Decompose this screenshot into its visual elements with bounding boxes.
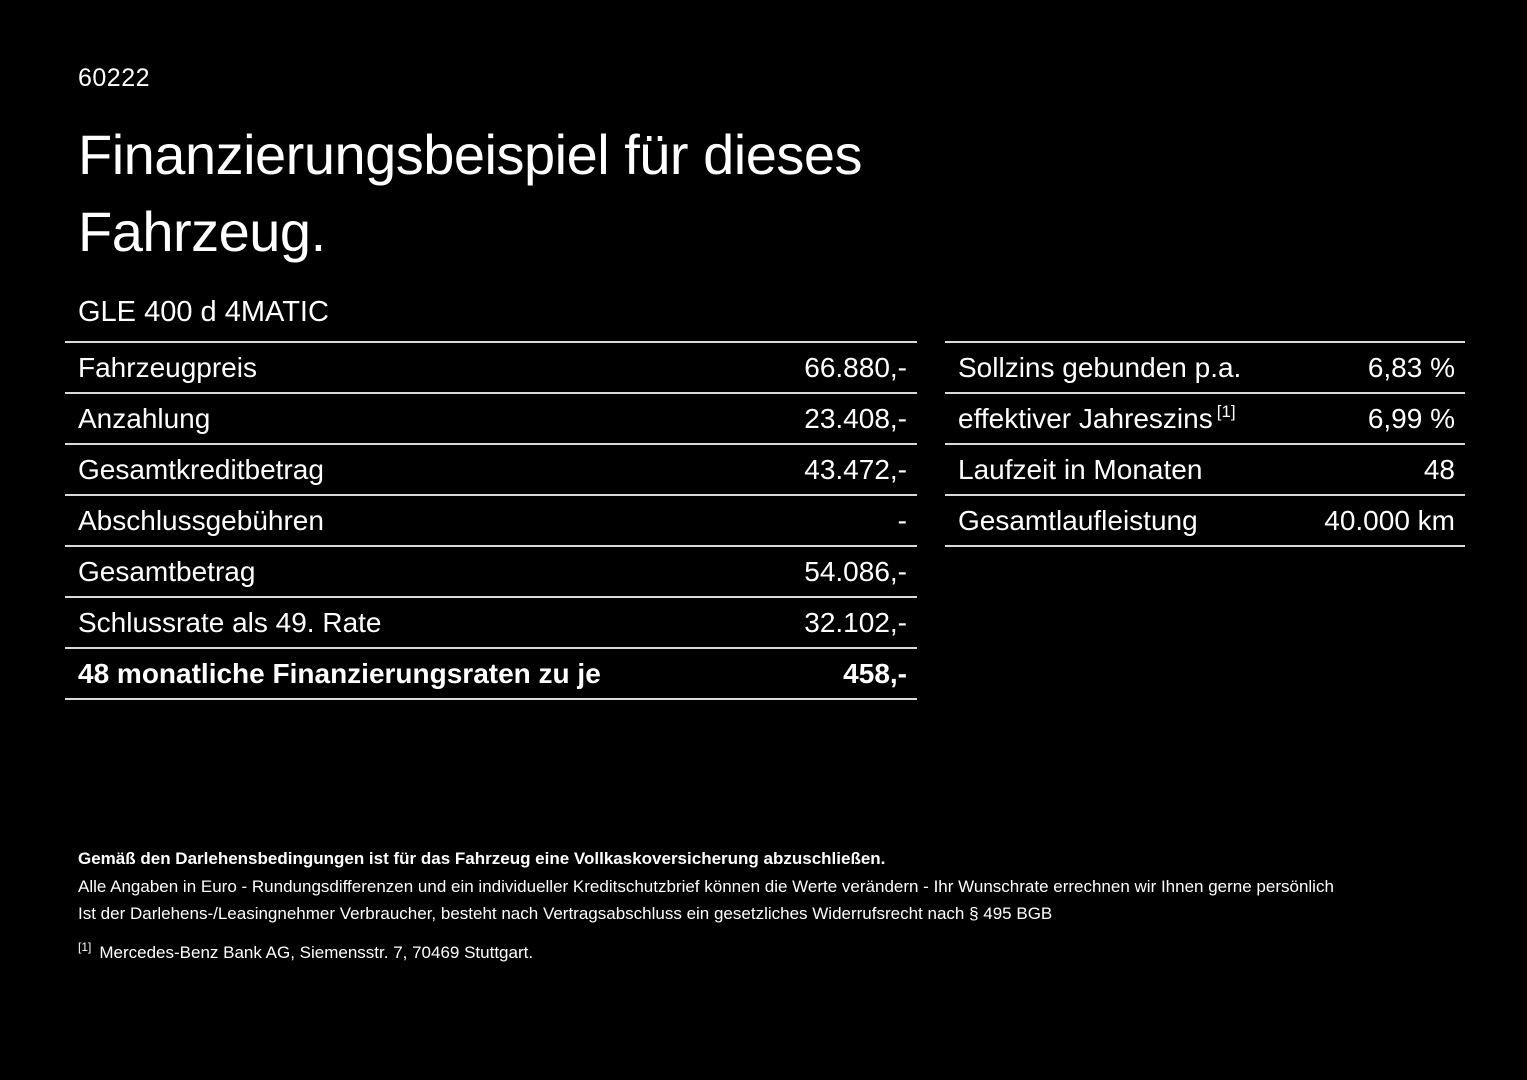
table-row: Gesamtbetrag 54.086,- — [65, 545, 917, 596]
row-label: Fahrzeugpreis — [78, 351, 257, 383]
table-row: Sollzins gebunden p.a. 6,83 % — [945, 341, 1465, 392]
table-row: Abschlussgebühren - — [65, 494, 917, 545]
row-value: 6,99 % — [1367, 402, 1455, 434]
table-row: Fahrzeugpreis 66.880,- — [65, 341, 917, 392]
table-row: effektiver Jahreszins [1] 6,99 % — [945, 392, 1465, 443]
footnote-superscript: [1] — [1216, 402, 1236, 422]
table-row: Gesamtkreditbetrag 43.472,- — [65, 443, 917, 494]
row-label: Anzahlung — [78, 402, 211, 434]
disclaimer-note-2: Ist der Darlehens-/Leasingnehmer Verbrau… — [78, 904, 1053, 923]
row-label: Gesamtkreditbetrag — [78, 453, 324, 485]
row-value: 66.880,- — [804, 351, 907, 383]
row-label: Laufzeit in Monaten — [958, 453, 1203, 485]
document-code: 60222 — [78, 64, 151, 92]
table-row: Schlussrate als 49. Rate 32.102,- — [65, 596, 917, 647]
table-row: Laufzeit in Monaten 48 — [945, 443, 1465, 494]
row-label: effektiver Jahreszins [1] — [958, 403, 1236, 435]
table-row-monthly-rate: 48 monatliche Finanzierungsraten zu je 4… — [65, 647, 917, 698]
table-row: Anzahlung 23.408,- — [65, 392, 917, 443]
row-label: Gesamtbetrag — [78, 555, 256, 587]
conditions-table: Sollzins gebunden p.a. 6,83 % effektiver… — [945, 341, 1465, 547]
row-value: 23.408,- — [804, 402, 907, 434]
row-value: 32.102,- — [804, 606, 907, 638]
insurance-note: Gemäß den Darlehensbedingungen ist für d… — [78, 849, 886, 868]
row-value: 6,83 % — [1367, 351, 1455, 383]
footnote-reference: [1] Mercedes-Benz Bank AG, Siemensstr. 7,… — [78, 940, 534, 963]
row-label: Gesamtlaufleistung — [958, 504, 1198, 536]
footnote-reference-text: Mercedes-Benz Bank AG, Siemensstr. 7, 70… — [99, 943, 534, 962]
vehicle-model: GLE 400 d 4MATIC — [78, 296, 329, 328]
row-label: Abschlussgebühren — [78, 504, 324, 536]
row-value: 48 — [1423, 453, 1455, 485]
row-value: 40.000 km — [1324, 504, 1455, 536]
footnote-marker: [1] — [78, 940, 92, 955]
table-row: Gesamtlaufleistung 40.000 km — [945, 494, 1465, 545]
row-value: 458,- — [843, 657, 907, 689]
page-title: Finanzierungsbeispiel für dieses Fahrzeu… — [78, 123, 863, 264]
disclaimer-note-1: Alle Angaben in Euro - Rundungsdifferenz… — [78, 877, 1334, 896]
row-label: 48 monatliche Finanzierungsraten zu je — [78, 657, 601, 689]
row-value: - — [897, 504, 907, 536]
row-label-text: effektiver Jahreszins — [958, 402, 1213, 434]
financing-table: Fahrzeugpreis 66.880,- Anzahlung 23.408,… — [65, 341, 917, 700]
row-value: 54.086,- — [804, 555, 907, 587]
row-value: 43.472,- — [804, 453, 907, 485]
row-label: Sollzins gebunden p.a. — [958, 351, 1242, 383]
row-label: Schlussrate als 49. Rate — [78, 606, 382, 638]
